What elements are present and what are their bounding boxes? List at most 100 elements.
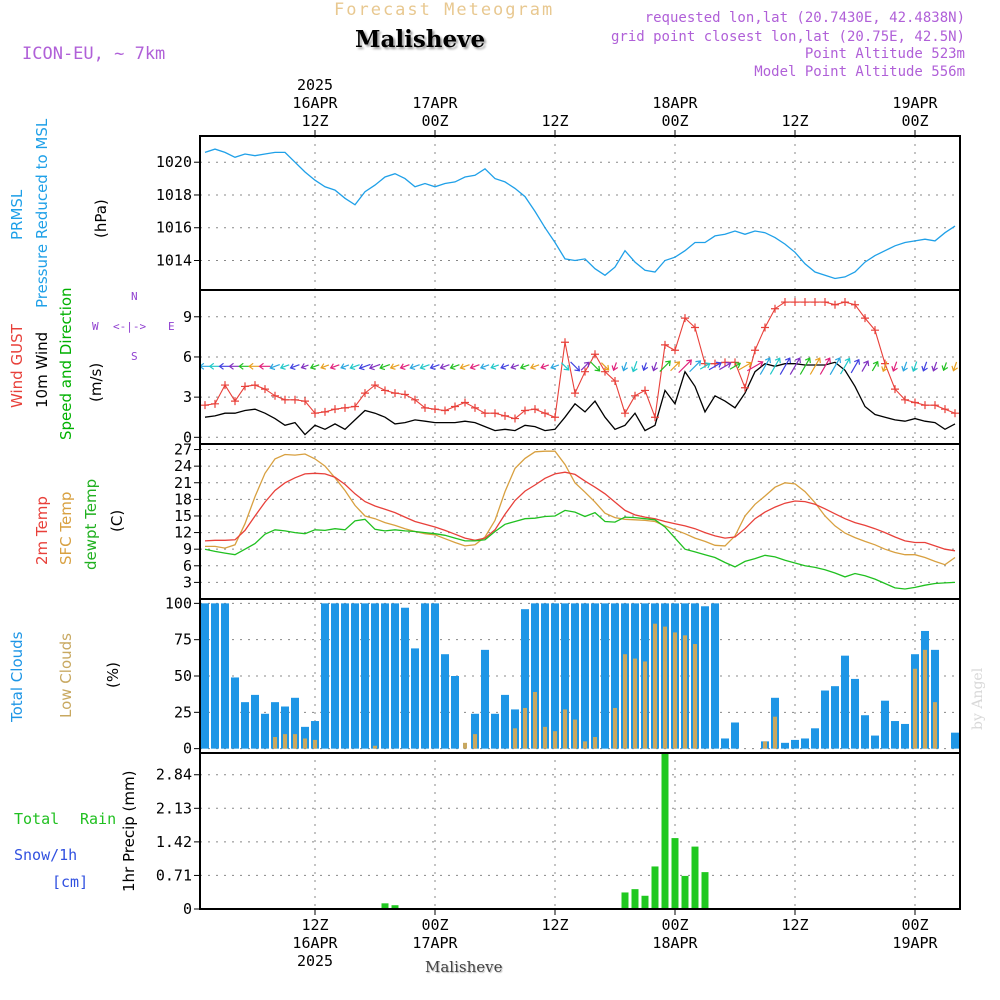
gust-marker bbox=[621, 409, 629, 418]
total-cloud-bar bbox=[901, 723, 909, 749]
wind-direction-arrow bbox=[550, 363, 560, 370]
total-cloud-bar bbox=[391, 603, 399, 749]
total-cloud-bar bbox=[601, 603, 609, 749]
gust-marker bbox=[391, 389, 399, 398]
2m-temp-line bbox=[204, 471, 956, 552]
low-cloud-bar bbox=[283, 734, 287, 749]
total-cloud-bar bbox=[791, 739, 799, 749]
low-cloud-bar bbox=[543, 726, 547, 749]
gust-marker bbox=[781, 298, 789, 307]
wind-direction-arrow bbox=[809, 357, 821, 375]
gust-marker bbox=[691, 323, 699, 332]
gust-marker bbox=[431, 405, 439, 414]
total-cloud-bar bbox=[731, 722, 739, 749]
total-cloud-bar bbox=[371, 603, 379, 749]
wind-direction-arrow bbox=[719, 361, 732, 371]
total-cloud-bar bbox=[281, 706, 289, 749]
total-cloud-bar bbox=[211, 603, 219, 749]
wind-direction-arrow bbox=[678, 359, 692, 374]
time-label-top: 18APR bbox=[652, 94, 698, 112]
gust-marker bbox=[841, 298, 849, 307]
time-label-top: 17APR bbox=[412, 94, 458, 112]
pressure-tick-label: 1020 bbox=[156, 153, 192, 171]
wind-direction-arrow bbox=[479, 363, 490, 370]
sfc-temp-line bbox=[205, 450, 956, 566]
compass-n: N bbox=[131, 290, 138, 303]
gust-marker bbox=[411, 395, 419, 404]
gust-marker bbox=[791, 298, 799, 307]
time-label-bottom: 2025 bbox=[297, 952, 333, 970]
gust-marker bbox=[501, 411, 509, 420]
gust-marker bbox=[341, 403, 349, 412]
total-cloud-bar bbox=[441, 654, 449, 749]
gust-marker bbox=[861, 314, 869, 323]
temp-tick-label: 12 bbox=[174, 524, 192, 542]
gust-marker bbox=[241, 382, 249, 391]
gust-marker bbox=[651, 413, 659, 422]
low-cloud-bar bbox=[663, 626, 667, 749]
temp-tick-label: 9 bbox=[183, 540, 192, 558]
precip-label-total: Total bbox=[14, 810, 60, 828]
wind-gust-line bbox=[204, 301, 956, 420]
pressure-tick-label: 1018 bbox=[156, 186, 192, 204]
dewpt-temp-line bbox=[204, 509, 956, 590]
wind-direction-arrow bbox=[590, 361, 601, 372]
time-label-bottom: 18APR bbox=[652, 934, 698, 952]
wind-direction-arrow bbox=[309, 363, 320, 370]
rain-bar bbox=[381, 903, 389, 909]
wind-direction-arrow bbox=[409, 363, 420, 371]
gust-marker bbox=[671, 346, 679, 355]
time-label-top: 00Z bbox=[421, 112, 448, 130]
gust-marker bbox=[831, 300, 839, 309]
gust-marker bbox=[901, 395, 909, 404]
gust-marker bbox=[331, 405, 339, 414]
gridpoint-coords: grid point closest lon,lat (20.75E, 42.5… bbox=[610, 29, 965, 45]
total-cloud-bar bbox=[611, 603, 619, 749]
wind-direction-arrow bbox=[769, 357, 781, 375]
total-cloud-bar bbox=[291, 697, 299, 749]
clouds-tick-label: 50 bbox=[174, 667, 192, 685]
gust-marker bbox=[301, 397, 309, 406]
wind-direction-arrow bbox=[699, 362, 711, 370]
low-cloud-bar bbox=[293, 734, 297, 749]
low-cloud-bar bbox=[673, 632, 677, 749]
total-cloud-bar bbox=[261, 713, 269, 749]
total-cloud-bar bbox=[241, 702, 249, 749]
gust-marker bbox=[751, 346, 759, 355]
rain-bar bbox=[651, 866, 659, 909]
temp-tick-label: 24 bbox=[174, 457, 192, 475]
total-cloud-bar bbox=[861, 715, 869, 749]
wind-direction-arrow bbox=[329, 363, 340, 370]
gust-marker bbox=[541, 409, 549, 418]
wind-tick-label: 3 bbox=[183, 388, 192, 406]
gust-marker bbox=[421, 403, 429, 412]
total-cloud-bar bbox=[871, 735, 879, 749]
gust-marker bbox=[471, 403, 479, 412]
total-cloud-bar bbox=[891, 721, 899, 749]
temp-tick-label: 15 bbox=[174, 507, 192, 525]
time-label-top: 00Z bbox=[901, 112, 928, 130]
pressure-panel-frame bbox=[199, 135, 961, 291]
wind-direction-arrow bbox=[839, 357, 851, 375]
gust-marker bbox=[891, 385, 899, 394]
wind-direction-arrow bbox=[921, 361, 928, 372]
precip-tick-label: 2.84 bbox=[156, 766, 192, 784]
gust-marker bbox=[441, 406, 449, 415]
gust-marker bbox=[681, 314, 689, 323]
gust-marker bbox=[321, 407, 329, 416]
time-label-bottom: 12Z bbox=[301, 916, 328, 934]
low-cloud-bar bbox=[513, 728, 517, 749]
low-cloud-bar bbox=[593, 737, 597, 749]
wind-direction-arrow bbox=[651, 361, 658, 372]
time-label-top: 12Z bbox=[781, 112, 808, 130]
low-cloud-bar bbox=[583, 741, 587, 749]
rain-bar bbox=[661, 753, 669, 909]
time-label-bottom: 19APR bbox=[892, 934, 938, 952]
low-cloud-bar bbox=[533, 691, 537, 749]
requested-coords: requested lon,lat (20.7430E, 42.4838N) bbox=[644, 10, 965, 26]
wind-direction-arrow bbox=[689, 360, 702, 373]
low-cloud-bar bbox=[553, 731, 557, 749]
wind-direction-arrow bbox=[510, 363, 520, 370]
time-label-top: 16APR bbox=[292, 94, 338, 112]
gust-marker bbox=[491, 409, 499, 418]
